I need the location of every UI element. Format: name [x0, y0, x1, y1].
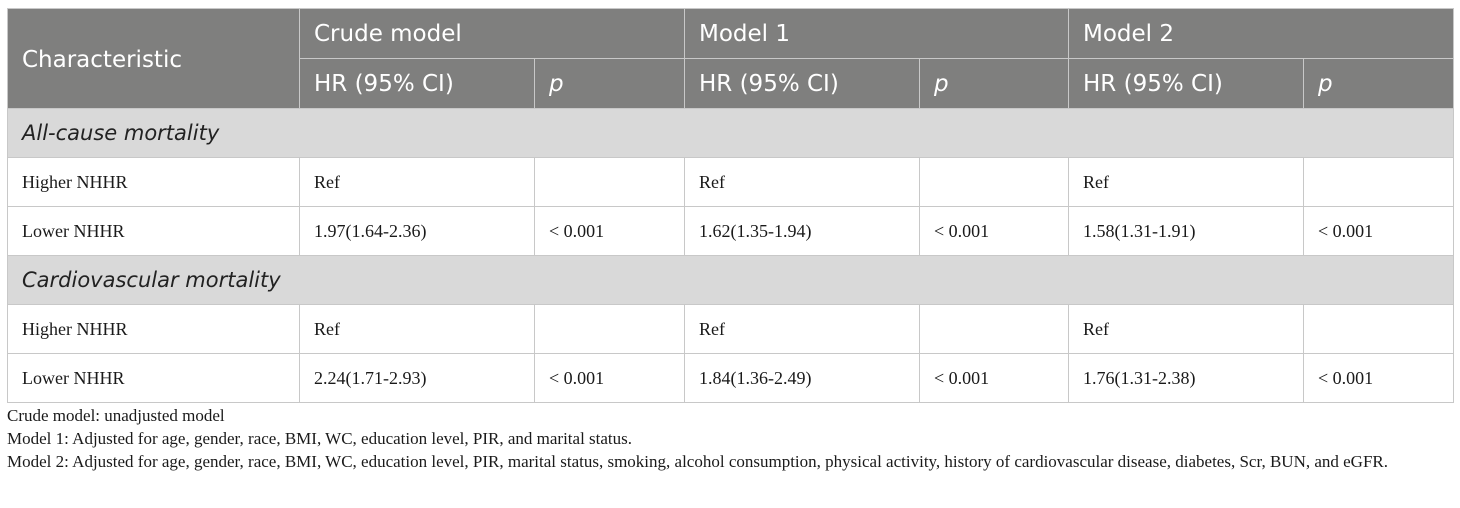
model-2-p-header: p: [1303, 58, 1455, 109]
model-2-p-cell: [1303, 157, 1455, 207]
crude-hr-cell: Ref: [299, 304, 535, 354]
model-2-p-cell: < 0.001: [1303, 353, 1455, 403]
row-label: Higher NHHR: [7, 157, 300, 207]
model-2-p-cell: [1303, 304, 1455, 354]
table-body: All-cause mortality Higher NHHR Ref Ref …: [6, 108, 1455, 403]
model-2-hr-cell: 1.76(1.31-2.38): [1068, 353, 1305, 403]
crude-p-cell: [534, 157, 685, 207]
table-footnotes: Crude model: unadjusted model Model 1: A…: [7, 404, 1457, 473]
row-label: Lower NHHR: [7, 206, 300, 256]
model-1-p-cell: < 0.001: [918, 206, 1070, 256]
section-title: All-cause mortality: [6, 108, 1455, 158]
hazard-ratio-table: Characteristic Crude model Model 1 Model…: [6, 8, 1455, 403]
crude-model-header: Crude model: [299, 8, 685, 59]
model-1-p-header: p: [918, 58, 1070, 109]
model-2-p-cell: < 0.001: [1303, 206, 1455, 256]
model-1-hr-cell: Ref: [684, 304, 920, 354]
model-2-hr-cell: Ref: [1068, 304, 1305, 354]
table-row: Higher NHHR Ref Ref Ref: [7, 304, 1455, 354]
model-1-p-cell: < 0.001: [918, 353, 1070, 403]
crude-p-cell: < 0.001: [534, 353, 685, 403]
row-label: Lower NHHR: [7, 353, 300, 403]
table-row: Lower NHHR 2.24(1.71-2.93) < 0.001 1.84(…: [7, 353, 1455, 403]
row-label: Higher NHHR: [7, 304, 300, 354]
footnote-model-1: Model 1: Adjusted for age, gender, race,…: [7, 429, 633, 448]
model-1-p-cell: [918, 304, 1070, 354]
table-row: Higher NHHR Ref Ref Ref: [7, 157, 1455, 207]
characteristic-header: Characteristic: [7, 8, 300, 109]
section-title: Cardiovascular mortality: [6, 255, 1455, 305]
model-2-hr-header: HR (95% CI): [1068, 58, 1305, 109]
crude-hr-header: HR (95% CI): [299, 58, 535, 109]
crude-p-header: p: [534, 58, 685, 109]
model-2-hr-cell: Ref: [1068, 157, 1305, 207]
crude-hr-cell: Ref: [299, 157, 535, 207]
section-row-cardiovascular: Cardiovascular mortality: [6, 255, 1455, 305]
crude-hr-cell: 2.24(1.71-2.93): [299, 353, 535, 403]
model-1-p-cell: [918, 157, 1070, 207]
model-1-hr-header: HR (95% CI): [684, 58, 920, 109]
model-1-hr-cell: Ref: [684, 157, 920, 207]
crude-hr-cell: 1.97(1.64-2.36): [299, 206, 535, 256]
crude-p-cell: < 0.001: [534, 206, 685, 256]
footnote-model-2: Model 2: Adjusted for age, gender, race,…: [7, 452, 1389, 471]
model-1-hr-cell: 1.62(1.35-1.94): [684, 206, 920, 256]
model-1-hr-cell: 1.84(1.36-2.49): [684, 353, 920, 403]
table-row: Lower NHHR 1.97(1.64-2.36) < 0.001 1.62(…: [7, 206, 1455, 256]
table-header: Characteristic Crude model Model 1 Model…: [7, 8, 1455, 109]
footnote-crude-model: Crude model: unadjusted model: [7, 406, 225, 425]
model-2-header: Model 2: [1068, 8, 1455, 59]
section-row-all-cause: All-cause mortality: [6, 108, 1455, 158]
crude-p-cell: [534, 304, 685, 354]
model-1-header: Model 1: [683, 8, 1070, 59]
model-2-hr-cell: 1.58(1.31-1.91): [1068, 206, 1305, 256]
